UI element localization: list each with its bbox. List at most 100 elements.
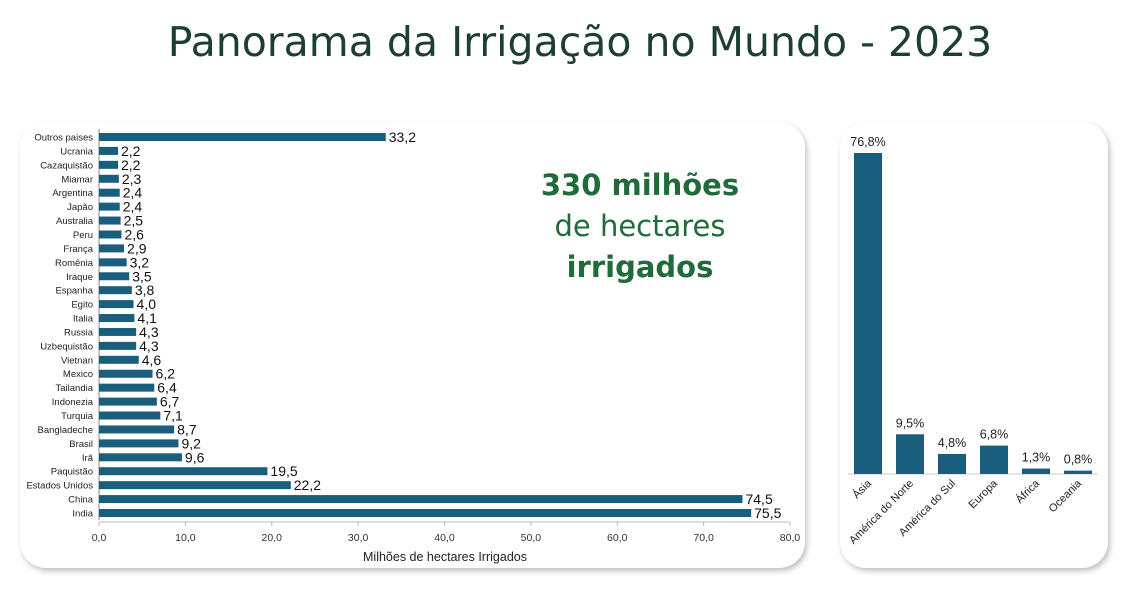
data-label: 2,9 — [127, 240, 147, 256]
x-tick-label: 80,0 — [780, 532, 801, 544]
data-label: 2,4 — [123, 185, 143, 201]
bar — [99, 272, 130, 281]
data-label: 4,8% — [938, 436, 967, 450]
bar — [99, 314, 135, 323]
data-label: 4,6 — [142, 352, 162, 368]
data-label: 3,2 — [130, 254, 150, 270]
data-label: 22,2 — [294, 477, 321, 493]
bar — [99, 188, 120, 197]
category-label: Romênia — [55, 258, 94, 269]
page-title: Panorama da Irrigação no Mundo - 2023 — [167, 18, 993, 66]
bar — [99, 216, 121, 225]
category-label: Egito — [71, 300, 93, 311]
total-callout: 330 milhões de hectares irrigados — [520, 165, 760, 288]
bar — [99, 202, 120, 211]
category-label: Argentina — [52, 188, 93, 199]
category-label: Peru — [73, 230, 93, 241]
category-label: Turquia — [61, 411, 94, 422]
bar — [99, 174, 119, 183]
data-label: 2,4 — [123, 199, 143, 215]
bar — [99, 369, 153, 378]
bar — [99, 481, 291, 490]
bar — [99, 383, 155, 392]
data-label: 2,5 — [124, 213, 144, 229]
data-label: 9,5% — [896, 416, 925, 430]
category-label: Brasil — [69, 439, 93, 450]
x-tick-label: 30,0 — [348, 532, 369, 544]
data-label: 6,2 — [156, 366, 176, 382]
x-tick-label: 10,0 — [175, 532, 196, 544]
data-label: 76,8% — [850, 135, 885, 149]
data-label: 6,4 — [157, 380, 177, 396]
category-label: India — [72, 509, 93, 520]
data-label: 9,2 — [181, 435, 201, 451]
category-label: Europa — [967, 477, 1001, 511]
category-label: Uzbequistão — [40, 341, 93, 352]
category-label: Iraque — [66, 272, 93, 283]
bar — [99, 453, 182, 462]
x-tick-label: 70,0 — [693, 532, 714, 544]
data-label: 2,3 — [122, 171, 142, 187]
category-label: Estados Unidos — [26, 481, 93, 492]
category-label: Tailandia — [56, 383, 94, 394]
data-label: 74,5 — [745, 491, 772, 507]
x-axis-title: Milhões de hectares Irrigados — [363, 550, 527, 564]
category-label: Miamar — [61, 174, 93, 185]
data-label: 3,5 — [132, 268, 152, 284]
data-label: 4,3 — [139, 324, 159, 340]
bar — [99, 258, 127, 267]
bar — [99, 425, 175, 434]
category-label: Ásia — [850, 476, 875, 501]
data-label: 0,8% — [1064, 453, 1093, 467]
data-label: 7,1 — [163, 408, 183, 424]
bar — [1022, 468, 1050, 474]
category-label: França — [63, 244, 93, 255]
data-label: 4,0 — [137, 296, 157, 312]
bar — [99, 509, 752, 517]
bar — [99, 495, 743, 504]
x-tick-label: 40,0 — [434, 532, 455, 544]
data-label: 2,2 — [121, 143, 141, 159]
data-label: 8,7 — [177, 421, 197, 437]
bar — [99, 160, 119, 169]
bar — [938, 453, 966, 474]
continent-chart-panel — [840, 122, 1108, 568]
category-label: África — [1013, 476, 1043, 506]
category-label: Cazaquistão — [40, 160, 93, 171]
bar — [99, 230, 122, 239]
bar — [99, 286, 132, 295]
bar — [99, 244, 125, 253]
category-label: Outros paises — [34, 133, 93, 144]
data-label: 2,6 — [124, 226, 144, 242]
category-label: Espanha — [55, 286, 93, 297]
x-tick-label: 0,0 — [92, 532, 107, 544]
bar — [99, 341, 137, 350]
category-label: Russia — [64, 327, 94, 338]
category-label: Oceania — [1047, 477, 1085, 515]
data-label: 3,8 — [135, 282, 155, 298]
bar — [99, 146, 119, 155]
data-label: 4,3 — [139, 338, 159, 354]
data-label: 4,1 — [137, 310, 157, 326]
category-label: Vietnan — [61, 355, 93, 366]
bar — [1064, 470, 1092, 474]
bar — [854, 153, 882, 474]
data-label: 19,5 — [270, 463, 297, 479]
bar — [99, 411, 161, 420]
data-label: 33,2 — [389, 129, 416, 145]
category-label: Irã — [82, 453, 94, 464]
category-label: Paquistão — [51, 467, 93, 478]
bar — [980, 445, 1008, 474]
category-label: Indonezia — [52, 397, 94, 408]
data-label: 9,6 — [185, 449, 205, 465]
data-label: 1,3% — [1022, 451, 1051, 465]
data-label: 6,8% — [980, 428, 1009, 442]
bar — [99, 467, 268, 476]
bar — [99, 327, 137, 336]
data-label: 2,2 — [121, 157, 141, 173]
data-label: 75,5 — [754, 505, 781, 521]
data-label: 6,7 — [160, 394, 180, 410]
callout-line2: de hectares — [554, 209, 726, 243]
category-label: Mexico — [63, 369, 93, 380]
